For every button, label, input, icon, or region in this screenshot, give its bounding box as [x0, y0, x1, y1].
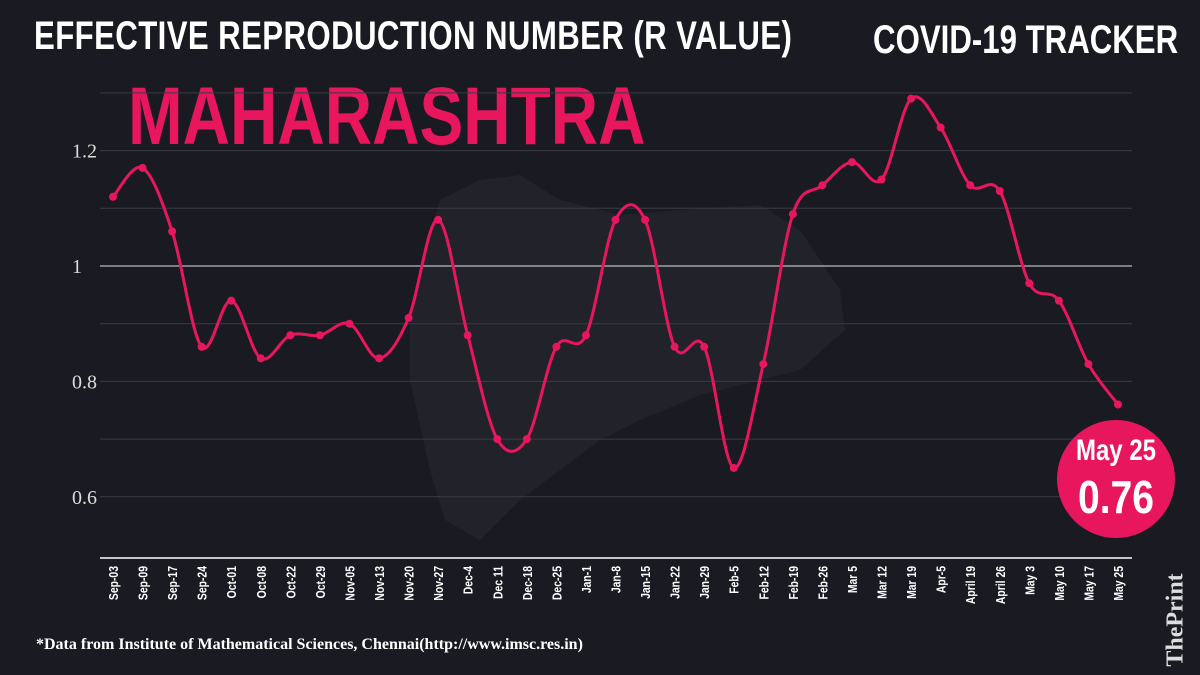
data-point-april-19 — [966, 181, 975, 190]
state-name: MAHARASHTRA — [128, 71, 646, 162]
x-tick-label: April 26 — [994, 566, 1008, 605]
data-point-jan-8 — [611, 215, 620, 224]
x-tick-label: Oct-22 — [284, 566, 298, 599]
data-point-mar-5 — [847, 158, 856, 167]
map-silhouette — [410, 175, 845, 540]
data-point-mar-19 — [907, 94, 916, 103]
x-tick-label: Nov-13 — [373, 566, 387, 601]
x-tick-label: Nov-20 — [403, 566, 417, 601]
x-tick-label: Dec-4 — [462, 566, 476, 595]
x-tick-label: Dec-18 — [521, 566, 535, 600]
data-point-oct-22 — [286, 331, 295, 340]
x-tick-label: Feb-12 — [757, 566, 771, 600]
data-point-sep-03 — [109, 192, 117, 201]
data-point-apr-5 — [936, 123, 945, 132]
x-tick-label: Dec-25 — [550, 566, 564, 600]
x-tick-label: April 19 — [964, 566, 978, 605]
data-point-jan-1 — [581, 331, 590, 340]
data-point-nov-27 — [434, 215, 443, 224]
data-point-dec-18 — [522, 435, 531, 444]
brand-logo: ThePrint — [1156, 570, 1196, 670]
x-tick-label: Apr-5 — [935, 566, 949, 594]
data-point-oct-29 — [315, 331, 324, 340]
data-point-feb-12 — [759, 360, 768, 369]
data-point-oct-01 — [227, 296, 236, 305]
data-point-nov-13 — [375, 354, 384, 363]
x-tick-label: Jan-29 — [698, 566, 712, 599]
chart-title: EFFECTIVE REPRODUCTION NUMBER (R VALUE) — [34, 14, 793, 58]
y-tick-label: 0.8 — [72, 371, 97, 393]
x-tick-label: Dec 11 — [491, 566, 505, 599]
data-point-jan-22 — [670, 342, 679, 351]
x-tick-label: Jan-1 — [580, 566, 594, 594]
data-point-oct-08 — [256, 354, 265, 363]
tracker-label: COVID-19 TRACKER — [872, 18, 1178, 62]
data-point-may-25 — [1114, 400, 1122, 409]
data-point-sep-09 — [138, 163, 147, 172]
data-point-may-17 — [1084, 360, 1093, 369]
data-point-feb-5 — [729, 463, 738, 472]
data-point-mar-12 — [877, 175, 886, 184]
x-tick-label: Sep-17 — [166, 566, 180, 600]
source-note: *Data from Institute of Mathematical Sci… — [36, 636, 583, 653]
y-tick-label: 1 — [72, 256, 82, 278]
x-tick-label: May 3 — [1023, 566, 1037, 595]
badge-value: 0.76 — [1077, 471, 1155, 523]
x-tick-label: Mar 19 — [905, 566, 919, 599]
y-tick-label: 0.6 — [72, 487, 97, 509]
x-tick-label: Feb-19 — [787, 566, 801, 600]
x-tick-label: Nov-27 — [432, 566, 446, 601]
x-tick-label: May 17 — [1082, 566, 1096, 601]
data-point-sep-17 — [168, 227, 177, 236]
data-point-dec-11 — [493, 435, 502, 444]
data-point-dec-4 — [463, 331, 472, 340]
data-point-may-3 — [1025, 279, 1034, 288]
x-tick-label: May 10 — [1053, 566, 1067, 601]
x-tick-label: Oct-08 — [255, 566, 269, 599]
x-tick-label: Sep-03 — [107, 566, 121, 600]
x-tick-label: Feb-5 — [728, 566, 742, 594]
data-point-may-10 — [1054, 296, 1063, 305]
data-point-feb-19 — [788, 210, 797, 219]
badge-date: May 25 — [1075, 434, 1157, 467]
x-tick-label: Mar 12 — [875, 566, 889, 599]
x-tick-label: Nov-05 — [343, 566, 357, 601]
x-tick-label: May 25 — [1112, 566, 1126, 601]
y-tick-label: 1.2 — [72, 141, 97, 163]
brand-text: ThePrint — [1162, 573, 1189, 667]
x-tick-label: Mar 5 — [846, 566, 860, 594]
data-point-jan-15 — [641, 215, 650, 224]
data-point-feb-26 — [818, 181, 827, 190]
data-point-jan-29 — [700, 342, 709, 351]
x-tick-label: Feb-26 — [816, 566, 830, 600]
latest-value-badge: May 25 0.76 — [1057, 420, 1175, 538]
data-point-nov-20 — [404, 313, 413, 322]
x-tick-label: Jan-22 — [669, 566, 683, 599]
x-tick-label: Jan-15 — [639, 566, 653, 599]
data-point-dec-25 — [552, 342, 561, 351]
data-point-nov-05 — [345, 319, 354, 328]
data-point-sep-24 — [197, 342, 206, 351]
data-point-april-26 — [995, 186, 1004, 195]
x-tick-label: Oct-01 — [225, 566, 239, 599]
x-tick-label: Sep-09 — [137, 566, 151, 600]
x-tick-label: Oct-29 — [314, 566, 328, 599]
x-tick-label: Jan-8 — [609, 566, 623, 594]
x-tick-label: Sep-24 — [196, 566, 210, 600]
